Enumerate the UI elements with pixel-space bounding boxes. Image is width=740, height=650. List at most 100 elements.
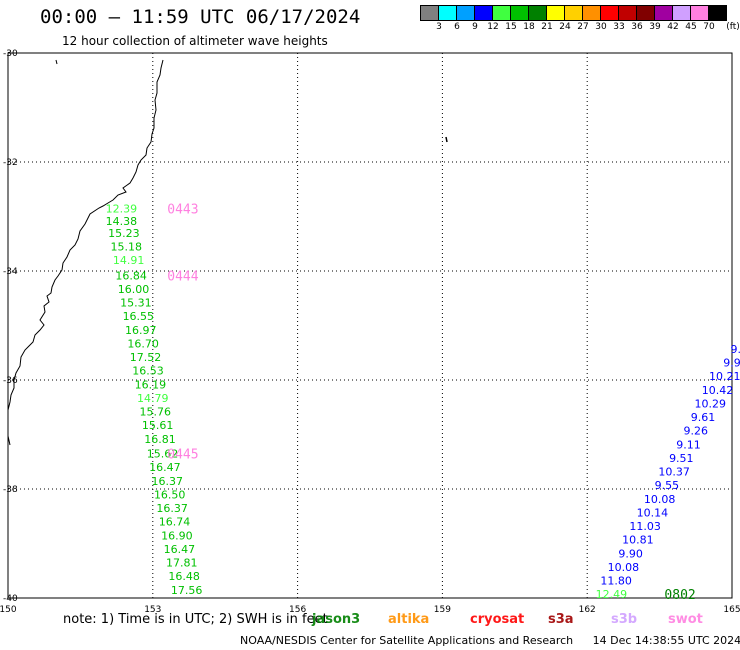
wave-height-value: 14.79 bbox=[137, 392, 169, 405]
lon-tick-label: 156 bbox=[289, 605, 306, 615]
pass-time-label: 0443 bbox=[167, 202, 198, 217]
legend-unit: (ft) bbox=[726, 22, 740, 32]
legend-label: 39 bbox=[649, 22, 661, 32]
wave-height-value: 9.51 bbox=[669, 452, 694, 465]
wave-height-value: 10.29 bbox=[695, 397, 727, 410]
wave-height-value: 16.19 bbox=[135, 378, 167, 391]
legend-swatch bbox=[654, 5, 673, 21]
lon-tick-label: 159 bbox=[434, 605, 451, 615]
wave-height-value: 10.08 bbox=[644, 493, 676, 506]
wave-height-value: 16.81 bbox=[144, 433, 176, 446]
legend-swatch bbox=[528, 5, 547, 21]
legend-label: 12 bbox=[487, 22, 499, 32]
wave-height-legend bbox=[420, 5, 727, 21]
wave-height-value: 16.47 bbox=[149, 461, 181, 474]
wave-height-value: 14.38 bbox=[106, 215, 138, 228]
wave-height-value: 16.84 bbox=[115, 269, 147, 282]
wave-height-value: 14.91 bbox=[113, 254, 145, 267]
lat-tick-label: -36 bbox=[3, 376, 18, 386]
wave-height-value: 16.47 bbox=[164, 543, 196, 556]
wave-height-value: 16.53 bbox=[132, 365, 164, 378]
wave-height-value: 16.50 bbox=[154, 488, 186, 501]
wave-height-value: 9.26 bbox=[684, 425, 709, 438]
wave-height-value: 16.74 bbox=[159, 516, 191, 529]
lon-tick-label: 162 bbox=[579, 605, 596, 615]
wave-height-value: 15.62 bbox=[147, 448, 179, 461]
legend-swatch bbox=[600, 5, 619, 21]
wave-height-value: 10.81 bbox=[622, 534, 654, 547]
footer-timestamp: 14 Dec 14:38:55 UTC 2024 bbox=[592, 634, 740, 647]
wave-height-value: 17.56 bbox=[171, 584, 203, 597]
legend-label: 42 bbox=[667, 22, 679, 32]
wave-height-value: 11.80 bbox=[600, 575, 632, 588]
legend-label: 33 bbox=[613, 22, 625, 32]
page-subtitle: 12 hour collection of altimeter wave hei… bbox=[62, 34, 328, 48]
wave-height-value: 11.03 bbox=[629, 520, 661, 533]
legend-swatch bbox=[582, 5, 601, 21]
wave-height-value: 12.49 bbox=[596, 588, 628, 601]
wave-height-value: 10.14 bbox=[637, 506, 669, 519]
wave-height-value: 17.81 bbox=[166, 557, 198, 570]
satellite-label-altika: altika bbox=[388, 612, 430, 627]
wave-height-value: 17.52 bbox=[130, 351, 162, 364]
wave-height-value: 10.08 bbox=[608, 561, 640, 574]
satellite-label-s3a: s3a bbox=[548, 612, 574, 627]
map-frame bbox=[7, 52, 733, 599]
lat-tick-label: -32 bbox=[3, 158, 18, 168]
wave-height-value: 9.55 bbox=[655, 479, 680, 492]
legend-swatch bbox=[420, 5, 439, 21]
page-title: 00:00 — 11:59 UTC 06/17/2024 bbox=[40, 6, 361, 28]
wave-height-value: 9.9 bbox=[723, 357, 740, 370]
legend-swatch bbox=[510, 5, 529, 21]
satellite-label-s3b: s3b bbox=[611, 612, 638, 627]
wave-height-value: 15.18 bbox=[111, 240, 143, 253]
satellite-label-cryosat: cryosat bbox=[470, 612, 525, 627]
legend-label: 70 bbox=[703, 22, 715, 32]
wave-height-value: 16.55 bbox=[123, 310, 155, 323]
legend-swatch bbox=[564, 5, 583, 21]
axis-labels: 150 153 156 159 162 165 -30 -32 -34 -36 -38 -40 bbox=[0, 49, 740, 615]
lon-tick-label: 153 bbox=[144, 605, 161, 615]
lon-tick-label: 165 bbox=[723, 605, 740, 615]
legend-swatch bbox=[546, 5, 565, 21]
legend-label: 15 bbox=[505, 22, 517, 32]
wave-height-value: 9.61 bbox=[691, 411, 716, 424]
wave-height-value: 16.37 bbox=[156, 502, 188, 515]
wave-height-value: 9.3 bbox=[730, 343, 740, 356]
wave-height-value: 16.00 bbox=[118, 283, 150, 296]
legend-swatch bbox=[708, 5, 727, 21]
wave-height-value: 10.42 bbox=[702, 384, 734, 397]
small-island bbox=[445, 136, 448, 143]
lon-tick-label: 150 bbox=[0, 605, 17, 615]
pass-time-label: 0445 bbox=[167, 448, 198, 463]
wave-height-value: 9.90 bbox=[618, 547, 643, 560]
coastline bbox=[7, 59, 164, 411]
graticule bbox=[7, 52, 733, 599]
legend-label: 45 bbox=[685, 22, 697, 32]
wave-height-value: 16.90 bbox=[161, 529, 193, 542]
legend-label: 9 bbox=[472, 22, 478, 32]
wave-height-value: 15.31 bbox=[120, 297, 152, 310]
satellite-label-jason3: jason3 bbox=[312, 612, 361, 627]
legend-swatch bbox=[672, 5, 691, 21]
satellite-label-swot: swot bbox=[668, 612, 703, 627]
legend-swatch bbox=[636, 5, 655, 21]
wave-height-value: 12.39 bbox=[106, 202, 138, 215]
lat-tick-label: -40 bbox=[3, 594, 18, 604]
legend-label: 24 bbox=[559, 22, 571, 32]
wave-height-value: 16.97 bbox=[125, 324, 157, 337]
wave-height-value: 15.23 bbox=[108, 227, 140, 240]
wave-height-value: 10.37 bbox=[658, 466, 690, 479]
wave-height-value: 16.70 bbox=[127, 337, 159, 350]
legend-label: 27 bbox=[577, 22, 589, 32]
footer: NOAA/NESDIS Center for Satellite Applica… bbox=[240, 634, 740, 647]
wave-height-value: 16.48 bbox=[168, 570, 200, 583]
legend-label: 6 bbox=[454, 22, 460, 32]
wave-height-value: 16.37 bbox=[152, 475, 184, 488]
pass-time-label: 0802 bbox=[664, 588, 695, 603]
legend-swatch bbox=[456, 5, 475, 21]
wave-height-value: 15.61 bbox=[142, 419, 174, 432]
legend-swatch bbox=[690, 5, 709, 21]
